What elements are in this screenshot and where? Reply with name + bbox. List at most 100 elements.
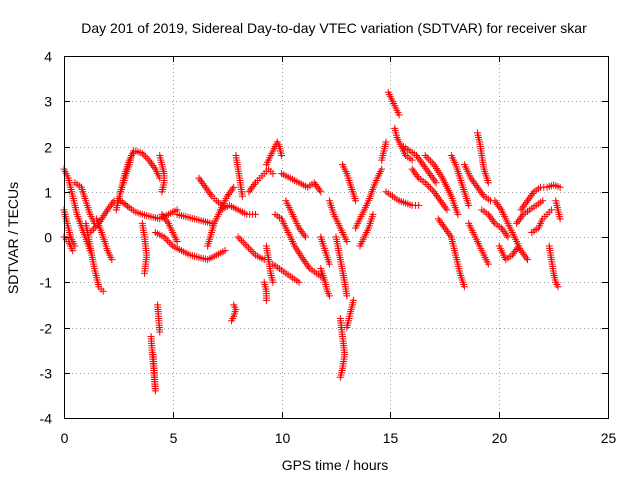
data-point [91, 223, 99, 231]
data-point [300, 231, 308, 239]
data-point [418, 159, 426, 167]
data-point [423, 166, 431, 174]
data-point [420, 162, 428, 170]
data-point [325, 260, 333, 268]
data-point [413, 152, 421, 160]
data-point [421, 179, 429, 187]
data-point [423, 181, 431, 189]
data-point [431, 177, 439, 185]
data-point [443, 228, 451, 236]
data-point [439, 200, 447, 208]
x-tick-label: 5 [170, 430, 178, 446]
data-point [441, 224, 449, 232]
x-tick-labels: 0 5 10 15 20 25 [61, 430, 617, 446]
data-point [446, 231, 454, 239]
data-point [477, 189, 485, 197]
y-tick-label: 4 [44, 49, 52, 65]
data-point [248, 247, 256, 255]
data-point [156, 328, 164, 336]
data-point [522, 254, 530, 262]
data-point [454, 210, 462, 218]
data-point [243, 242, 251, 250]
data-point [241, 240, 249, 248]
data-point [105, 204, 113, 212]
data-point [500, 228, 508, 236]
data-point [484, 260, 492, 268]
data-point [430, 188, 438, 196]
data-point [438, 220, 446, 228]
data-point [467, 174, 475, 182]
data-point [514, 218, 522, 226]
data-point [523, 197, 531, 205]
data-point [173, 238, 181, 246]
data-point [278, 152, 286, 160]
data-point [476, 187, 484, 195]
data-point [249, 182, 257, 190]
data-point [349, 296, 357, 304]
data-point [164, 237, 172, 245]
data-point [434, 193, 442, 201]
data-point [493, 200, 501, 208]
data-point [262, 296, 270, 304]
data-point [521, 252, 529, 260]
data-point [90, 225, 98, 233]
data-point [69, 247, 77, 255]
data-point [142, 153, 150, 161]
y-tick-label: 0 [44, 230, 52, 246]
data-point [230, 183, 238, 191]
data-point [378, 165, 386, 173]
y-tick-label: -1 [40, 275, 53, 291]
y-tick-label: 2 [44, 140, 52, 156]
data-point [143, 154, 151, 162]
data-point [432, 179, 440, 187]
data-point [369, 210, 377, 218]
data-point [250, 181, 258, 189]
data-point [200, 181, 208, 189]
data-point [426, 170, 434, 178]
x-tick-label: 20 [492, 430, 508, 446]
data-point [86, 228, 94, 236]
data-point [298, 228, 306, 236]
data-point [312, 181, 320, 189]
data-point [471, 180, 479, 188]
data-point [465, 201, 473, 209]
data-point [499, 226, 507, 234]
data-point [223, 192, 231, 200]
data-point [302, 233, 310, 241]
data-point [554, 283, 562, 291]
data-point [226, 189, 234, 197]
x-axis-label: GPS time / hours [282, 457, 389, 473]
data-point [517, 206, 525, 214]
data-point [207, 190, 215, 198]
data-point [427, 171, 435, 179]
data-point [146, 158, 154, 166]
data-point [310, 179, 318, 187]
data-point [163, 218, 171, 226]
data-point [539, 197, 547, 205]
data-point [527, 191, 535, 199]
y-tick-label: 3 [44, 94, 52, 110]
data-point [269, 278, 277, 286]
data-point [251, 210, 259, 218]
data-point [426, 184, 434, 192]
data-point [460, 283, 468, 291]
data-point [472, 181, 480, 189]
data-point [468, 176, 476, 184]
data-point [161, 214, 169, 222]
data-point [238, 192, 246, 200]
data-point [225, 190, 233, 198]
data-point [492, 199, 500, 207]
data-point [145, 156, 153, 164]
data-point [228, 185, 236, 193]
data-point [504, 233, 512, 241]
data-point [138, 149, 146, 157]
data-point [303, 261, 311, 269]
data-point [325, 292, 333, 300]
data-point [299, 256, 307, 264]
data-point [426, 157, 434, 165]
data-point [433, 191, 441, 199]
data-point [521, 200, 529, 208]
data-point [411, 169, 419, 177]
data-point [412, 171, 420, 179]
data-point [513, 219, 521, 227]
